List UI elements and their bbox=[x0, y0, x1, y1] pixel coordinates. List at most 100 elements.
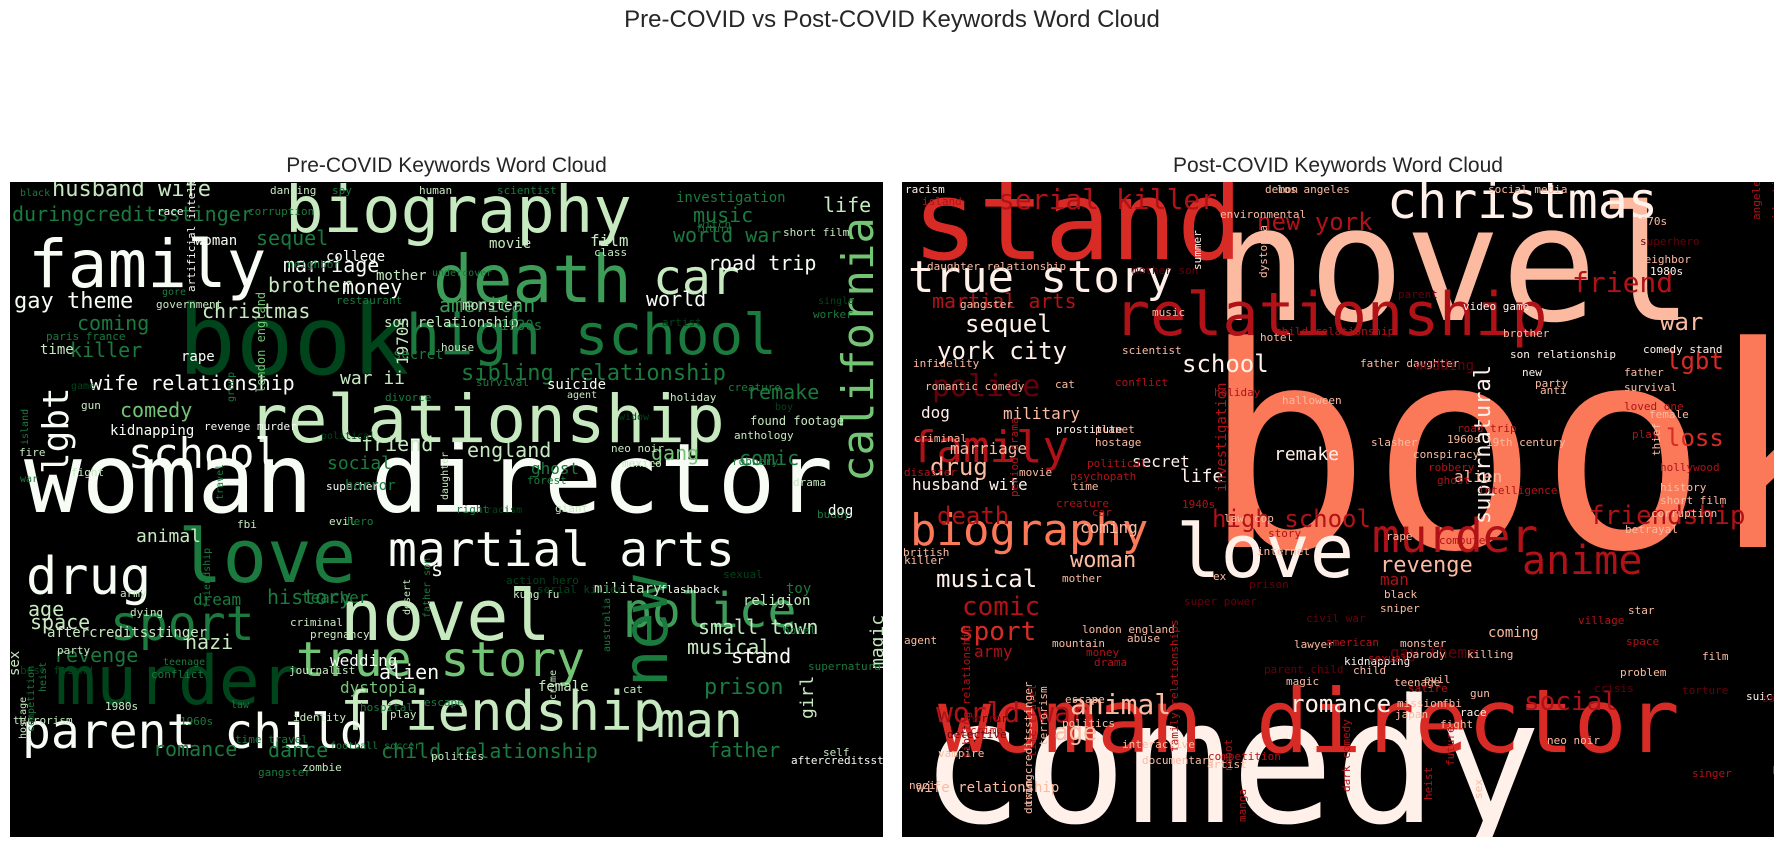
word-forest: forest bbox=[527, 474, 567, 487]
word-artist: artist bbox=[1207, 758, 1247, 771]
word-wife-relationship: wife relationship bbox=[90, 371, 295, 395]
word-father: father bbox=[1624, 366, 1664, 379]
word-social: social bbox=[327, 453, 392, 474]
word-gay-theme: gay theme bbox=[14, 289, 133, 314]
word-fbi: fbi bbox=[237, 518, 257, 531]
word-superhero: superhero bbox=[326, 480, 386, 493]
word-serial-killer: serial killer bbox=[537, 583, 623, 596]
word-neighbor: neighbor bbox=[1638, 253, 1691, 266]
word-martial-arts: martial arts bbox=[388, 522, 735, 578]
word-california: california bbox=[833, 217, 883, 482]
word-dystopia: dystopia bbox=[1257, 225, 1270, 278]
word-planet: planet bbox=[1095, 423, 1135, 436]
word-gangster: gangster bbox=[258, 766, 311, 779]
word-prostitute: prostitute bbox=[1056, 423, 1122, 436]
word-lgbt: lgbt bbox=[36, 387, 77, 474]
word-sexual: sexual bbox=[1368, 652, 1408, 665]
word-supernatural: supernatural bbox=[1471, 365, 1496, 524]
word-escape: escape bbox=[1065, 693, 1105, 706]
word-sport: sport bbox=[110, 596, 255, 652]
word-identity: identity bbox=[293, 711, 346, 724]
word-holiday: holiday bbox=[1214, 386, 1261, 399]
word-parent-child: parent child bbox=[1264, 663, 1343, 676]
word-father: father bbox=[708, 738, 780, 762]
word-husband-wife: husband wife bbox=[52, 182, 211, 202]
word-woman: woman bbox=[195, 233, 237, 249]
word-creature: creature bbox=[728, 381, 781, 394]
word-dance: dance bbox=[268, 738, 328, 762]
word-police: police bbox=[623, 583, 796, 639]
word-music: music bbox=[693, 203, 753, 227]
word-dark-comedy: dark comedy bbox=[1340, 719, 1353, 792]
word-self: self bbox=[823, 746, 850, 759]
word-fight: fight bbox=[71, 466, 104, 479]
word-movie: movie bbox=[489, 236, 531, 252]
word-space: space bbox=[1626, 635, 1659, 648]
word-mexico: mexico bbox=[622, 457, 662, 470]
word-revenge: revenge bbox=[54, 643, 138, 667]
word-evil: evil bbox=[1424, 673, 1451, 686]
word-novel: novel bbox=[1212, 182, 1694, 358]
word-killer: killer bbox=[904, 554, 944, 567]
word-law: law bbox=[231, 700, 250, 711]
word-1960s: 1960s bbox=[1447, 433, 1480, 446]
word-suicide: suicide bbox=[547, 377, 606, 393]
word-friend: friend bbox=[361, 432, 433, 456]
word-wedding: wedding bbox=[330, 651, 397, 670]
word-period-drama: period drama bbox=[1008, 418, 1021, 497]
word-giant: giant bbox=[555, 502, 588, 515]
word-worker: worker bbox=[813, 308, 853, 321]
word-religion: religion bbox=[743, 593, 810, 609]
word-car: car bbox=[1092, 506, 1112, 519]
word-documentary: documentary bbox=[1142, 754, 1215, 767]
word-hotel: hotel bbox=[783, 624, 816, 637]
word-murder: murder bbox=[1372, 509, 1538, 563]
word-1980s: 1980s bbox=[1650, 265, 1683, 278]
word-animal: animal bbox=[1070, 688, 1171, 721]
word-revenge: revenge bbox=[1380, 553, 1473, 578]
word-zombie: zombie bbox=[302, 761, 342, 774]
word-money: money bbox=[1086, 646, 1119, 659]
word-love: love bbox=[178, 514, 356, 600]
word-hostage: hostage bbox=[18, 697, 29, 739]
word-drama: drama bbox=[793, 476, 826, 489]
word-book: book bbox=[1202, 288, 1774, 614]
word-sexual: sexual bbox=[723, 568, 763, 581]
word-loss: loss bbox=[1666, 424, 1724, 452]
word-singer: singer bbox=[1692, 767, 1732, 780]
word-summer: summer bbox=[1191, 230, 1204, 270]
word-bank: bank bbox=[1762, 692, 1774, 705]
word-musical: musical bbox=[936, 565, 1037, 593]
word-car: car bbox=[653, 250, 740, 306]
word-school: school bbox=[128, 429, 280, 478]
word-competition: competition bbox=[1208, 750, 1281, 763]
word-widow: widow bbox=[619, 412, 650, 423]
word-killer: killer bbox=[70, 338, 142, 362]
word-class: class bbox=[594, 246, 627, 259]
word-stand: stand bbox=[912, 182, 1243, 285]
word-survival: survival bbox=[476, 376, 529, 389]
word-comedy-stand: comedy stand bbox=[1643, 343, 1722, 356]
word-black: black bbox=[20, 188, 50, 199]
word-daughter: daughter bbox=[440, 452, 451, 500]
word-duringcreditsstinger: duringcreditsstinger bbox=[1022, 681, 1035, 814]
word-demon: demon bbox=[1265, 183, 1298, 196]
word-war-ii: war ii bbox=[340, 368, 405, 389]
word-history: history bbox=[1660, 481, 1707, 494]
word-restaurant: restaurant bbox=[336, 294, 402, 307]
word-hero: hero bbox=[1772, 764, 1774, 777]
word-detective: detective bbox=[947, 728, 1007, 741]
word-gun: gun bbox=[1470, 687, 1490, 700]
word-college: college bbox=[326, 249, 385, 265]
word-road-trip: road trip bbox=[1457, 422, 1517, 435]
word-army: army bbox=[974, 642, 1013, 661]
word-investigation: investigation bbox=[676, 190, 786, 206]
word-christmas: christmas bbox=[1387, 182, 1658, 230]
word-kidnapping: kidnapping bbox=[110, 423, 194, 439]
word-sport: sport bbox=[958, 617, 1036, 647]
word-racism: racism bbox=[905, 183, 945, 196]
word-monster: monster bbox=[462, 298, 521, 314]
word-remake: remake bbox=[747, 380, 819, 404]
word-crime: crime bbox=[548, 670, 559, 700]
word-robbery: robbery bbox=[1428, 461, 1475, 474]
